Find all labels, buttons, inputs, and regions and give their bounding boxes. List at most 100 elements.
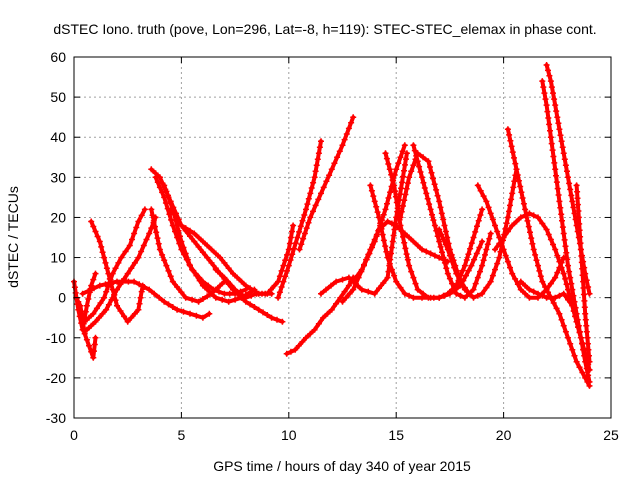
series-point	[461, 286, 468, 293]
series-point	[105, 301, 112, 308]
series-point	[586, 358, 593, 365]
series-point	[438, 210, 445, 217]
series-point	[393, 278, 400, 285]
series-point	[552, 274, 559, 281]
series-point	[119, 278, 126, 285]
series-point	[453, 270, 460, 277]
series-point	[580, 291, 587, 298]
series-point	[371, 198, 378, 205]
series-point	[507, 202, 513, 209]
series-point	[311, 174, 318, 181]
series-point	[92, 334, 99, 341]
series-point	[573, 358, 580, 365]
series-point	[167, 273, 174, 280]
series-point	[489, 216, 496, 223]
series-point	[348, 119, 355, 126]
series-point	[323, 178, 330, 185]
series-point	[500, 234, 507, 241]
series-point	[136, 281, 143, 288]
series-point	[385, 161, 392, 167]
series-point	[563, 249, 570, 256]
series-point	[376, 285, 382, 292]
series-point	[539, 78, 546, 85]
series-point	[394, 205, 401, 212]
series-point	[508, 196, 515, 203]
series-point	[410, 238, 417, 245]
series-point	[299, 338, 306, 345]
series-point	[555, 120, 562, 127]
series-point	[427, 206, 434, 213]
series-point	[569, 286, 576, 293]
series-point	[156, 184, 163, 191]
series-point	[387, 189, 394, 196]
series-point	[530, 212, 537, 219]
series-point	[446, 290, 453, 297]
series-point	[195, 234, 202, 241]
series-point	[583, 365, 590, 372]
series-point	[380, 211, 387, 218]
series-point	[98, 243, 105, 250]
series-point	[389, 177, 396, 183]
series-point	[191, 230, 198, 237]
series-point	[379, 231, 386, 238]
series-point	[163, 262, 170, 269]
series-point	[135, 306, 142, 313]
series-point	[182, 250, 189, 257]
series-point	[410, 294, 417, 301]
series-point	[444, 246, 451, 253]
axis-ticks: 0 5 10 15 20 25 -30 -20 -10 0 10 20 30 40 50 60	[46, 49, 619, 443]
series-point	[212, 250, 219, 257]
series-point	[124, 270, 131, 277]
series-point	[159, 251, 166, 258]
series-point	[328, 166, 335, 173]
series-point	[392, 193, 399, 200]
series-point	[492, 266, 498, 273]
series-point	[159, 189, 166, 196]
series-point	[195, 298, 202, 305]
series-point	[101, 254, 108, 261]
series-point	[580, 346, 587, 353]
series-point	[500, 246, 507, 253]
series-point	[336, 148, 343, 155]
series-point	[346, 290, 353, 297]
series-point	[303, 334, 309, 341]
series-point	[81, 318, 88, 325]
series-point	[535, 214, 541, 221]
series-point	[274, 316, 280, 323]
series-point	[551, 96, 558, 103]
series-point	[140, 242, 147, 249]
series-point	[279, 318, 286, 325]
series-point	[156, 246, 163, 253]
series-point	[318, 290, 324, 297]
series-point	[204, 254, 211, 261]
series-point	[557, 204, 564, 211]
series-point	[388, 171, 395, 178]
series-point	[350, 286, 357, 293]
y-tick-label: 30	[50, 169, 66, 185]
series-point	[291, 245, 297, 252]
series-point	[468, 262, 475, 269]
series-point	[260, 309, 266, 316]
series-point	[560, 150, 567, 157]
series-point	[285, 262, 292, 269]
series-point	[86, 314, 92, 321]
series-point	[512, 275, 519, 282]
series-point	[138, 212, 145, 219]
series-point	[334, 154, 341, 161]
series-point	[290, 222, 297, 229]
series-point	[401, 239, 408, 246]
series-point	[527, 229, 533, 236]
series-point	[579, 340, 585, 347]
series-point	[199, 238, 206, 245]
series-point	[384, 254, 391, 261]
series-point	[83, 326, 90, 333]
series-point	[174, 284, 181, 290]
series-point	[504, 258, 511, 265]
series-point	[112, 265, 119, 272]
series-point	[137, 294, 144, 301]
series-point	[438, 231, 445, 238]
series-point	[586, 290, 593, 297]
series-point	[152, 223, 158, 230]
series-point	[391, 226, 398, 233]
